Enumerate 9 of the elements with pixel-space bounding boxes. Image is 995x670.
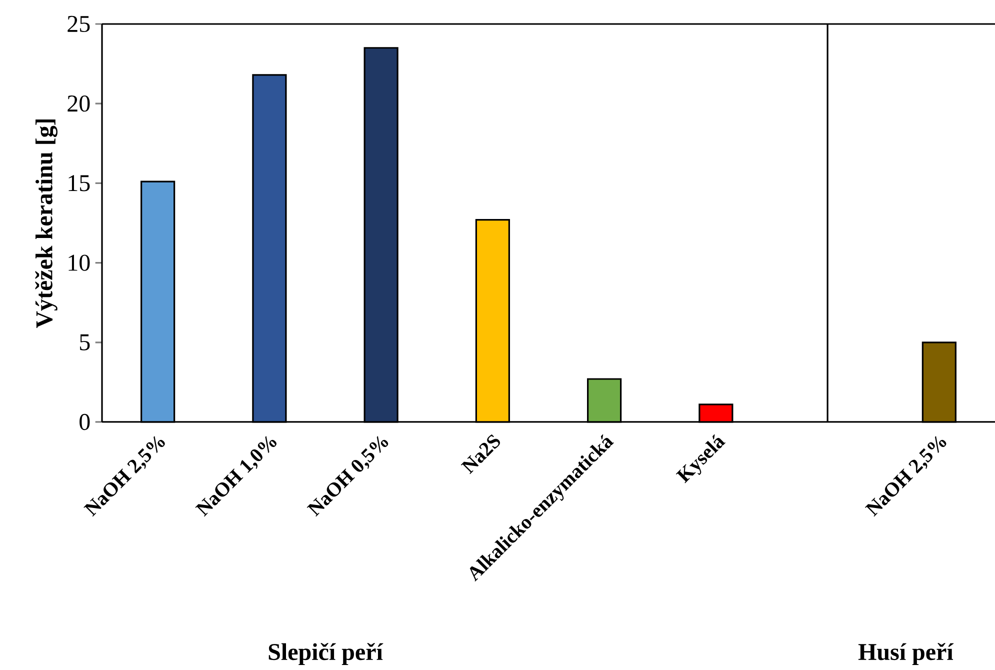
y-axis-title: Výtěžek keratinu [g] xyxy=(35,119,58,328)
text: Slepičí peří xyxy=(268,642,384,665)
text: Husí peří xyxy=(858,642,954,665)
y-tick-label: 25 xyxy=(68,16,90,32)
y-tick-label: 20 xyxy=(68,96,90,112)
y-tick-label: 5 xyxy=(80,334,90,350)
y-tick-label: 10 xyxy=(68,254,90,271)
y-tick-label: 0 xyxy=(80,414,90,430)
y-tick-label: 15 xyxy=(68,175,90,192)
